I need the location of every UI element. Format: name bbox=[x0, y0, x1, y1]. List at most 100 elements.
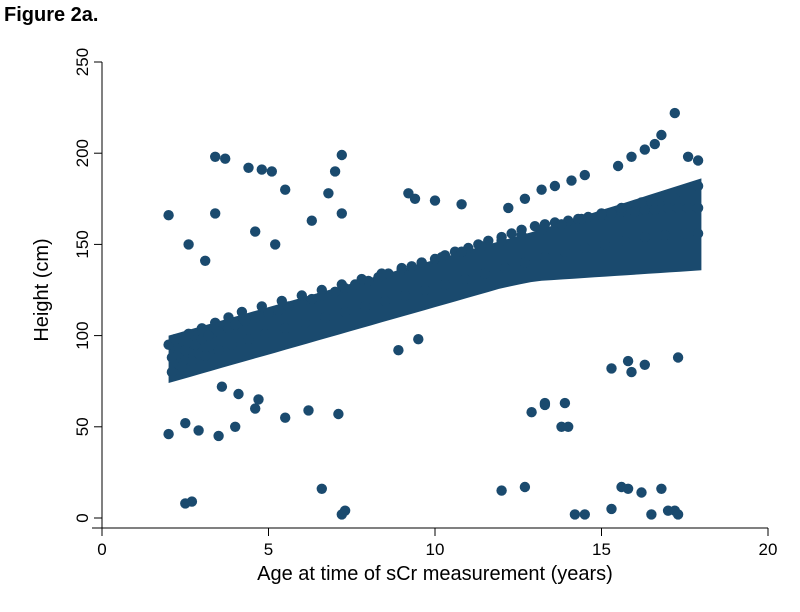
data-point bbox=[230, 319, 241, 330]
data-point bbox=[250, 312, 261, 323]
x-tick-label: 5 bbox=[264, 540, 273, 559]
y-tick-label: 50 bbox=[73, 417, 92, 436]
data-point bbox=[606, 503, 617, 515]
data-point bbox=[479, 268, 491, 279]
data-point bbox=[406, 261, 417, 272]
figure-label: Figure 2a. bbox=[4, 4, 99, 26]
data-point bbox=[459, 273, 471, 285]
data-point bbox=[256, 301, 267, 312]
data-point bbox=[176, 361, 188, 372]
data-point bbox=[316, 284, 327, 296]
data-point bbox=[233, 388, 244, 400]
data-point bbox=[276, 295, 287, 307]
y-tick-label: 200 bbox=[73, 139, 92, 167]
data-point bbox=[606, 208, 617, 219]
data-point bbox=[399, 290, 411, 301]
data-point bbox=[253, 394, 264, 405]
data-point bbox=[679, 228, 690, 239]
data-point bbox=[536, 224, 547, 235]
data-point bbox=[280, 184, 291, 195]
y-axis-title: Height (cm) bbox=[31, 238, 53, 341]
data-point bbox=[569, 509, 581, 520]
data-point bbox=[296, 290, 307, 301]
data-point bbox=[476, 241, 487, 252]
data-point bbox=[612, 160, 624, 172]
data-point bbox=[636, 487, 647, 498]
data-point bbox=[183, 328, 194, 339]
data-point bbox=[203, 330, 214, 341]
x-axis-ticks: 0 5 10 15 20 bbox=[97, 528, 777, 559]
data-point bbox=[226, 339, 238, 350]
data-point bbox=[559, 246, 571, 257]
data-point bbox=[563, 421, 574, 432]
data-point bbox=[539, 252, 551, 263]
data-point bbox=[263, 308, 274, 319]
y-axis-ticks: 0 50 100 150 200 250 bbox=[73, 48, 102, 523]
data-point bbox=[416, 257, 427, 268]
data-point bbox=[260, 328, 271, 339]
data-point bbox=[672, 352, 684, 363]
data-point bbox=[636, 197, 647, 208]
data-point bbox=[306, 293, 317, 305]
data-point bbox=[236, 306, 248, 318]
data-point bbox=[692, 155, 704, 166]
data-point bbox=[599, 239, 610, 250]
data-point bbox=[656, 483, 667, 494]
data-point bbox=[336, 149, 347, 161]
data-point bbox=[210, 151, 221, 162]
data-point bbox=[622, 483, 634, 494]
data-point bbox=[622, 355, 634, 367]
data-point bbox=[243, 334, 254, 345]
data-point bbox=[579, 242, 590, 254]
data-point bbox=[303, 405, 314, 416]
data-point bbox=[393, 345, 404, 356]
x-tick-label: 10 bbox=[426, 540, 445, 559]
data-point bbox=[576, 213, 587, 225]
data-point bbox=[496, 485, 507, 496]
data-point bbox=[359, 301, 371, 312]
data-point bbox=[439, 279, 451, 290]
data-point bbox=[596, 208, 607, 219]
data-point bbox=[170, 334, 181, 345]
data-point bbox=[413, 334, 424, 345]
scatter-chart: 0 50 100 150 200 250 0 5 10 15 20 Height (cm) Age… bbox=[31, 48, 777, 585]
data-point bbox=[213, 430, 224, 442]
data-point bbox=[519, 481, 531, 493]
data-point bbox=[506, 228, 517, 239]
data-point bbox=[299, 317, 311, 328]
data-point bbox=[579, 509, 590, 520]
data-point bbox=[163, 428, 174, 440]
data-point bbox=[436, 252, 447, 263]
data-point bbox=[316, 483, 327, 494]
x-tick-label: 15 bbox=[592, 540, 611, 559]
x-tick-label: 0 bbox=[97, 540, 106, 559]
data-point bbox=[499, 262, 511, 274]
data-point bbox=[200, 350, 211, 361]
data-point bbox=[296, 297, 307, 308]
data-point bbox=[692, 228, 704, 239]
x-axis-title: Age at time of sCr measurement (years) bbox=[257, 563, 613, 585]
data-point bbox=[329, 166, 341, 177]
y-tick-label: 0 bbox=[73, 513, 92, 522]
data-point bbox=[210, 208, 221, 219]
data-point bbox=[456, 199, 467, 210]
data-point bbox=[692, 202, 704, 214]
data-point bbox=[250, 403, 261, 414]
data-point bbox=[280, 323, 291, 334]
data-point bbox=[213, 345, 224, 356]
data-point bbox=[419, 284, 431, 296]
data-point bbox=[339, 505, 351, 516]
data-point bbox=[243, 162, 254, 173]
data-point bbox=[669, 107, 680, 119]
y-tick-label: 250 bbox=[73, 48, 92, 76]
data-point bbox=[379, 295, 391, 307]
data-point bbox=[210, 317, 221, 328]
data-point bbox=[256, 164, 267, 175]
data-point bbox=[556, 219, 567, 230]
data-point bbox=[323, 188, 334, 199]
data-point bbox=[682, 202, 694, 214]
data-point bbox=[616, 202, 627, 214]
data-point bbox=[333, 408, 344, 420]
data-point bbox=[619, 235, 630, 246]
data-point bbox=[672, 202, 684, 214]
